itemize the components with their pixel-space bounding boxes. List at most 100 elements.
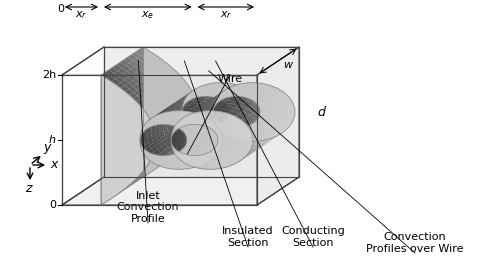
Polygon shape: [226, 98, 238, 101]
Polygon shape: [192, 113, 200, 114]
Polygon shape: [144, 135, 148, 140]
Polygon shape: [174, 110, 183, 111]
Polygon shape: [159, 147, 164, 153]
Polygon shape: [191, 132, 199, 134]
Polygon shape: [176, 113, 184, 114]
Polygon shape: [162, 153, 168, 159]
Polygon shape: [174, 131, 180, 137]
Polygon shape: [167, 128, 171, 134]
Polygon shape: [274, 113, 280, 122]
Polygon shape: [136, 176, 144, 182]
Polygon shape: [234, 88, 245, 90]
Polygon shape: [212, 155, 222, 159]
Polygon shape: [222, 123, 230, 126]
Polygon shape: [205, 153, 216, 158]
Polygon shape: [141, 91, 148, 97]
Polygon shape: [156, 163, 164, 169]
Polygon shape: [101, 75, 156, 205]
Polygon shape: [208, 145, 216, 150]
Polygon shape: [182, 140, 190, 141]
Polygon shape: [234, 146, 245, 149]
Polygon shape: [176, 97, 184, 102]
Polygon shape: [210, 152, 220, 160]
Polygon shape: [182, 126, 188, 131]
Polygon shape: [215, 92, 222, 98]
Polygon shape: [176, 112, 184, 113]
Polygon shape: [101, 72, 110, 78]
Polygon shape: [174, 120, 181, 126]
Polygon shape: [170, 116, 177, 117]
Polygon shape: [147, 169, 156, 175]
Polygon shape: [206, 104, 212, 109]
Polygon shape: [173, 123, 178, 129]
Polygon shape: [238, 152, 250, 156]
Polygon shape: [162, 121, 166, 126]
Polygon shape: [154, 129, 159, 135]
Polygon shape: [180, 135, 186, 141]
Polygon shape: [258, 139, 270, 143]
Polygon shape: [160, 128, 168, 130]
Text: y: y: [44, 142, 51, 155]
Polygon shape: [164, 141, 173, 142]
Polygon shape: [190, 141, 196, 147]
Polygon shape: [219, 144, 230, 148]
Polygon shape: [191, 126, 199, 128]
Polygon shape: [163, 117, 167, 122]
Polygon shape: [205, 100, 212, 106]
Polygon shape: [144, 94, 151, 100]
Polygon shape: [186, 127, 190, 132]
Polygon shape: [232, 117, 240, 119]
Polygon shape: [206, 137, 214, 138]
Polygon shape: [162, 138, 166, 143]
Polygon shape: [164, 97, 170, 102]
Polygon shape: [175, 137, 184, 138]
Polygon shape: [144, 170, 152, 176]
Polygon shape: [217, 113, 226, 114]
Polygon shape: [234, 154, 246, 158]
Polygon shape: [188, 138, 197, 143]
Polygon shape: [146, 103, 153, 109]
Polygon shape: [122, 186, 130, 191]
Polygon shape: [214, 134, 222, 136]
Polygon shape: [210, 104, 214, 109]
Polygon shape: [118, 188, 127, 194]
Polygon shape: [172, 145, 177, 151]
Polygon shape: [234, 85, 246, 91]
Polygon shape: [168, 112, 176, 113]
Polygon shape: [214, 126, 222, 128]
Polygon shape: [186, 144, 192, 149]
Polygon shape: [182, 138, 190, 140]
Polygon shape: [163, 134, 167, 140]
Polygon shape: [210, 88, 222, 91]
Polygon shape: [215, 106, 227, 109]
Polygon shape: [147, 62, 156, 68]
Polygon shape: [254, 126, 260, 134]
Polygon shape: [169, 136, 174, 141]
Polygon shape: [184, 123, 192, 126]
Polygon shape: [182, 146, 188, 152]
Polygon shape: [178, 114, 182, 120]
Polygon shape: [243, 100, 254, 106]
Polygon shape: [184, 130, 191, 132]
Polygon shape: [156, 162, 164, 168]
Polygon shape: [188, 109, 196, 115]
Polygon shape: [202, 109, 206, 114]
Polygon shape: [238, 148, 250, 152]
Polygon shape: [172, 148, 182, 153]
Polygon shape: [198, 122, 202, 127]
Polygon shape: [158, 96, 164, 101]
Polygon shape: [160, 159, 168, 165]
Polygon shape: [158, 140, 163, 146]
Polygon shape: [207, 90, 219, 94]
Polygon shape: [182, 125, 187, 130]
Polygon shape: [156, 133, 160, 138]
Polygon shape: [159, 127, 164, 132]
Polygon shape: [184, 112, 192, 118]
Polygon shape: [197, 84, 207, 89]
Polygon shape: [224, 131, 232, 133]
Polygon shape: [173, 145, 180, 151]
Polygon shape: [140, 172, 148, 178]
Polygon shape: [162, 161, 172, 165]
Polygon shape: [206, 126, 214, 128]
Polygon shape: [196, 156, 207, 159]
